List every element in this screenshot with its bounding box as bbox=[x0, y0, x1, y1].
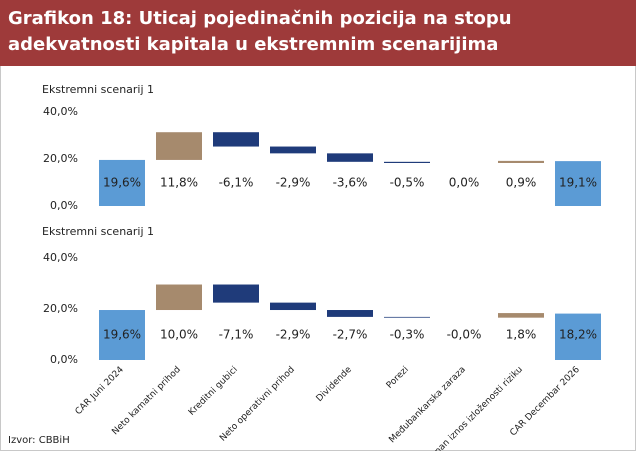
bar bbox=[213, 132, 259, 147]
data-label: -0,0% bbox=[447, 328, 482, 342]
data-label: 1,8% bbox=[506, 328, 537, 342]
data-label: 0,9% bbox=[506, 176, 537, 190]
x-tick-label: Kreditni gubici bbox=[187, 365, 240, 418]
bar bbox=[384, 316, 430, 318]
bar bbox=[555, 161, 601, 206]
bar bbox=[213, 284, 259, 303]
bar bbox=[327, 310, 373, 317]
data-label: 18,2% bbox=[559, 328, 597, 342]
bar bbox=[327, 153, 373, 162]
chart-subtitle: Ekstremni scenarij 1 bbox=[42, 225, 154, 238]
data-label: 19,1% bbox=[559, 176, 597, 190]
data-label: -0,3% bbox=[390, 328, 425, 342]
bar bbox=[384, 161, 430, 163]
bar bbox=[99, 159, 145, 206]
x-tick-label: Ukupan iznos izloženosti riziku bbox=[421, 365, 525, 451]
x-tick-label: CAR Juni 2024 bbox=[74, 365, 126, 417]
data-label: 19,6% bbox=[103, 176, 141, 190]
bar bbox=[156, 284, 202, 311]
data-label: 10,0% bbox=[160, 328, 198, 342]
x-tick-label: Porezi bbox=[385, 365, 411, 391]
data-label: -0,5% bbox=[390, 176, 425, 190]
y-tick-label: 40,0% bbox=[43, 105, 78, 118]
bar bbox=[156, 132, 202, 160]
x-tick-label: Dividende bbox=[315, 364, 355, 404]
y-tick-label: 20,0% bbox=[43, 152, 78, 165]
data-label: -3,6% bbox=[333, 176, 368, 190]
header-title: Grafikon 18: Uticaj pojedinačnih pozicij… bbox=[0, 0, 636, 66]
y-tick-label: 0,0% bbox=[50, 199, 78, 212]
data-label: -6,1% bbox=[219, 176, 254, 190]
chart-subtitle: Ekstremni scenarij 1 bbox=[42, 83, 154, 96]
data-label: 11,8% bbox=[160, 176, 198, 190]
data-label: -2,9% bbox=[276, 328, 311, 342]
data-label: -7,1% bbox=[219, 328, 254, 342]
data-label: 0,0% bbox=[449, 176, 480, 190]
data-label: -2,9% bbox=[276, 176, 311, 190]
y-tick-label: 20,0% bbox=[43, 302, 78, 315]
y-tick-label: 40,0% bbox=[43, 251, 78, 264]
data-label: 19,6% bbox=[103, 328, 141, 342]
source: Izvor: CBBiH bbox=[8, 435, 70, 446]
bar bbox=[99, 310, 145, 360]
bar bbox=[498, 313, 544, 318]
y-tick-label: 0,0% bbox=[50, 353, 78, 366]
bar bbox=[498, 160, 544, 163]
bar bbox=[270, 302, 316, 311]
data-label: -2,7% bbox=[333, 328, 368, 342]
bar bbox=[270, 146, 316, 154]
bar bbox=[555, 313, 601, 360]
